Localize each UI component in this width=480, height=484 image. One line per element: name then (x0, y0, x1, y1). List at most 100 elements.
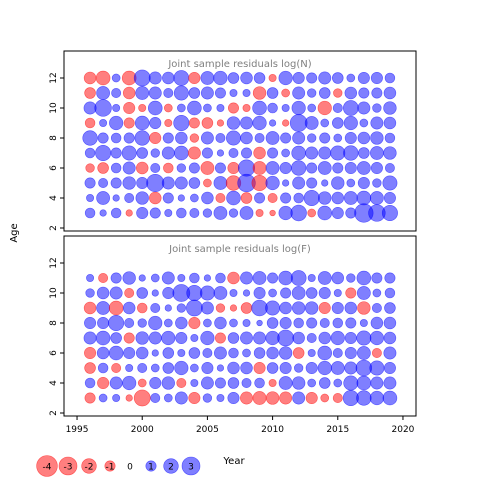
log-n-bubble-1997-age-3 (99, 209, 107, 217)
log-f-bubble-1998-age-5 (111, 363, 122, 373)
log-n-bubble-2014-age-9 (320, 118, 330, 128)
log-n-bubble-2002-age-9 (164, 119, 173, 127)
log-f-x-tick-label: 2010 (261, 425, 284, 435)
log-n-bubble-2011-age-12 (278, 70, 293, 86)
log-n-bubble-2005-age-9 (201, 117, 214, 129)
log-f-x-tick-label: 1995 (66, 425, 89, 435)
log-f-bubble-2009-age-8 (256, 319, 263, 327)
log-f-bubble-1996-age-4 (84, 377, 96, 389)
log-f-bubble-2001-age-11 (150, 273, 160, 283)
log-f-bubble-2008-age-3 (240, 391, 253, 405)
log-f-bubble-2012-age-5 (294, 363, 304, 373)
log-n-bubble-2017-age-12 (357, 72, 370, 85)
log-n-bubble-2013-age-10 (307, 103, 317, 113)
log-f-bubble-2015-age-10 (333, 289, 342, 297)
log-f-bubble-2002-age-10 (162, 286, 175, 299)
log-n-bubble-1996-age-4 (86, 194, 95, 202)
log-n-bubble-2012-age-7 (291, 145, 306, 161)
log-f-bubble-2011-age-9 (279, 301, 292, 315)
log-f-bubble-2010-age-8 (266, 317, 279, 329)
legend-label: 2 (168, 463, 174, 473)
log-n-bubble-2011-age-10 (281, 104, 290, 112)
panel-log-n-y-axis: 2 4 6 8 10 12 (49, 72, 64, 231)
log-n-bubble-2000-age-3 (136, 207, 149, 220)
log-f-bubble-2011-age-10 (280, 287, 292, 299)
legend-label: 3 (188, 463, 194, 473)
log-f-bubble-1996-age-10 (85, 288, 95, 298)
log-n-bubble-2015-age-9 (332, 117, 344, 129)
log-f-bubble-2013-age-10 (305, 287, 318, 299)
log-f-bubble-2017-age-6 (356, 346, 371, 360)
log-f-x-tick-label: 2015 (326, 425, 349, 435)
log-n-bubble-2001-age-5 (146, 174, 165, 193)
log-f-bubble-2006-age-11 (215, 272, 226, 284)
log-n-bubble-2008-age-4 (240, 192, 253, 204)
log-n-bubble-2011-age-3 (278, 205, 293, 221)
log-f-bubble-2016-age-6 (344, 346, 357, 359)
log-f-bubble-2007-age-6 (228, 347, 239, 359)
log-f-bubble-2005-age-9 (200, 301, 214, 315)
log-f-bubble-2000-age-4 (137, 378, 147, 388)
legend-label: -4 (43, 463, 52, 473)
log-n-bubble-1998-age-8 (110, 132, 122, 144)
log-n-bubble-2017-age-5 (357, 177, 370, 190)
log-n-bubble-2017-age-9 (359, 118, 369, 128)
log-f-bubble-2009-age-5 (253, 361, 266, 374)
log-n-bubble-2016-age-8 (344, 132, 357, 145)
panel-log-f-frame (63, 235, 417, 417)
log-n-bubble-2002-age-10 (163, 103, 173, 113)
log-n-bubble-2006-age-6 (214, 162, 226, 174)
log-f-bubble-2000-age-10 (136, 287, 148, 299)
log-f-bubble-1998-age-4 (109, 376, 123, 390)
log-n-bubble-2011-age-6 (279, 162, 292, 175)
log-f-bubble-2002-age-6 (162, 347, 175, 359)
log-f-bubble-2019-age-7 (383, 331, 397, 345)
log-n-y-tick-label: 8 (49, 135, 59, 141)
log-f-bubble-2008-age-4 (241, 378, 252, 388)
log-f-bubble-2016-age-9 (344, 301, 358, 315)
log-f-bubble-2018-age-10 (372, 288, 382, 298)
log-n-bubble-2004-age-8 (189, 133, 200, 143)
log-n-bubble-2014-age-12 (318, 71, 332, 85)
log-n-bubble-2008-age-12 (240, 71, 253, 85)
log-f-bubble-2005-age-3 (202, 393, 213, 403)
log-n-bubble-2000-age-11 (135, 86, 150, 100)
log-n-bubble-2009-age-6 (252, 161, 267, 175)
log-f-bubble-2003-age-3 (174, 391, 188, 405)
log-n-bubble-2009-age-4 (254, 192, 266, 204)
log-f-bubble-2004-age-6 (188, 347, 201, 359)
log-n-bubble-2014-age-3 (317, 205, 333, 221)
log-n-bubble-2000-age-6 (135, 161, 149, 175)
log-f-bubble-2010-age-9 (265, 300, 281, 316)
log-n-bubble-2003-age-11 (173, 85, 189, 101)
log-n-bubble-2003-age-5 (174, 176, 188, 190)
log-n-bubble-1999-age-4 (124, 193, 135, 203)
log-f-bubble-1998-age-8 (108, 314, 125, 332)
log-n-bubble-2005-age-5 (203, 178, 212, 188)
log-f-bubble-2000-age-7 (135, 331, 149, 345)
log-f-bubble-2011-age-6 (278, 346, 293, 360)
log-n-bubble-2013-age-11 (307, 88, 317, 98)
log-n-y-tick-label: 6 (49, 165, 59, 171)
log-n-bubble-1996-age-11 (84, 87, 96, 99)
log-f-bubble-1997-age-8 (97, 316, 110, 329)
log-f-bubble-1999-age-11 (122, 271, 136, 285)
log-n-bubble-2003-age-6 (176, 163, 186, 173)
log-f-bubble-2013-age-3 (305, 391, 318, 404)
log-f-bubble-1998-age-9 (108, 300, 124, 316)
log-n-bubble-1999-age-6 (122, 161, 136, 175)
log-f-bubble-2008-age-9 (240, 302, 253, 314)
log-f-bubble-1998-age-7 (110, 332, 122, 344)
log-f-bubble-2007-age-3 (227, 391, 240, 404)
log-n-bubble-1997-age-5 (98, 178, 109, 188)
log-n-bubble-2004-age-5 (188, 177, 201, 189)
log-n-bubble-2007-age-7 (228, 148, 239, 158)
log-f-bubble-2001-age-8 (148, 315, 163, 331)
log-f-bubble-2016-age-8 (345, 317, 357, 329)
log-f-bubble-2001-age-4 (149, 376, 162, 389)
log-f-bubble-2017-age-11 (356, 270, 372, 286)
log-n-bubble-2006-age-8 (215, 133, 226, 143)
log-n-bubble-2013-age-8 (307, 133, 317, 143)
log-n-bubble-2011-age-8 (280, 132, 292, 144)
log-n-bubble-2012-age-4 (293, 192, 304, 204)
